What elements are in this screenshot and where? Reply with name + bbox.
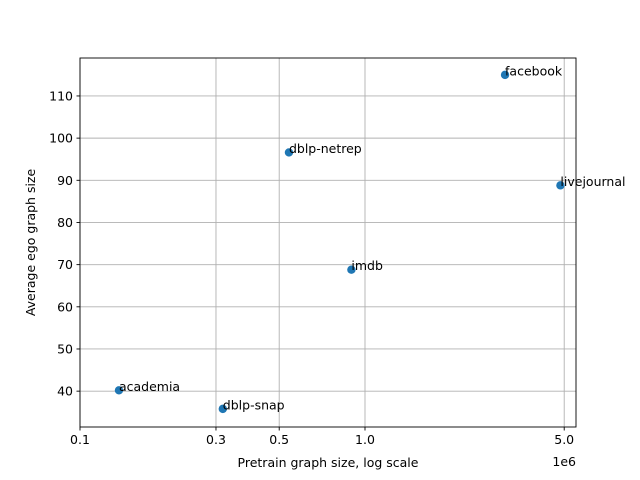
y-axis-ticks: 40 50 60 70 80 90 100 110 bbox=[49, 88, 80, 399]
point-labels: academia dblp-snap dblp-netrep imdb facebook… bbox=[119, 63, 626, 412]
data-point-facebook bbox=[500, 70, 510, 80]
y-tick-label: 100 bbox=[49, 131, 73, 146]
x-axis-label: Pretrain graph size, log scale bbox=[238, 455, 419, 470]
y-tick-label: 50 bbox=[57, 341, 73, 356]
x-tick-label: 0.3 bbox=[206, 432, 226, 447]
data-point-livejournal bbox=[556, 181, 565, 190]
x-offset-text: 1e6 bbox=[552, 454, 576, 469]
y-tick-label: 110 bbox=[49, 88, 73, 103]
point-label-facebook: facebook bbox=[505, 63, 563, 78]
y-tick-label: 40 bbox=[57, 384, 73, 399]
grid bbox=[79, 58, 576, 427]
y-tick-label: 90 bbox=[57, 173, 73, 188]
data-point-dblp-snap bbox=[218, 404, 228, 414]
data-points bbox=[114, 70, 565, 414]
x-tick-label: 0.1 bbox=[70, 432, 90, 447]
point-label-imdb: imdb bbox=[351, 258, 383, 273]
y-tick-label: 70 bbox=[57, 257, 73, 272]
point-label-dblp-snap: dblp-snap bbox=[223, 397, 285, 412]
point-label-livejournal: livejournal bbox=[560, 174, 625, 189]
data-point-academia bbox=[114, 386, 124, 395]
plot-frame bbox=[79, 57, 577, 428]
data-point-imdb bbox=[347, 265, 356, 274]
data-point-dblp-netrep bbox=[284, 148, 294, 157]
x-axis-ticks: 0.1 0.3 0.5 1.0 5.0 bbox=[70, 427, 574, 447]
x-tick-label: 0.5 bbox=[269, 432, 289, 447]
x-tick-label: 1.0 bbox=[355, 432, 375, 447]
x-tick-label: 5.0 bbox=[554, 432, 574, 447]
y-tick-label: 60 bbox=[57, 299, 73, 314]
y-tick-label: 80 bbox=[57, 215, 73, 230]
point-label-dblp-netrep: dblp-netrep bbox=[289, 141, 362, 156]
y-axis-label: Average ego graph size bbox=[23, 169, 38, 317]
point-label-academia: academia bbox=[119, 379, 180, 394]
